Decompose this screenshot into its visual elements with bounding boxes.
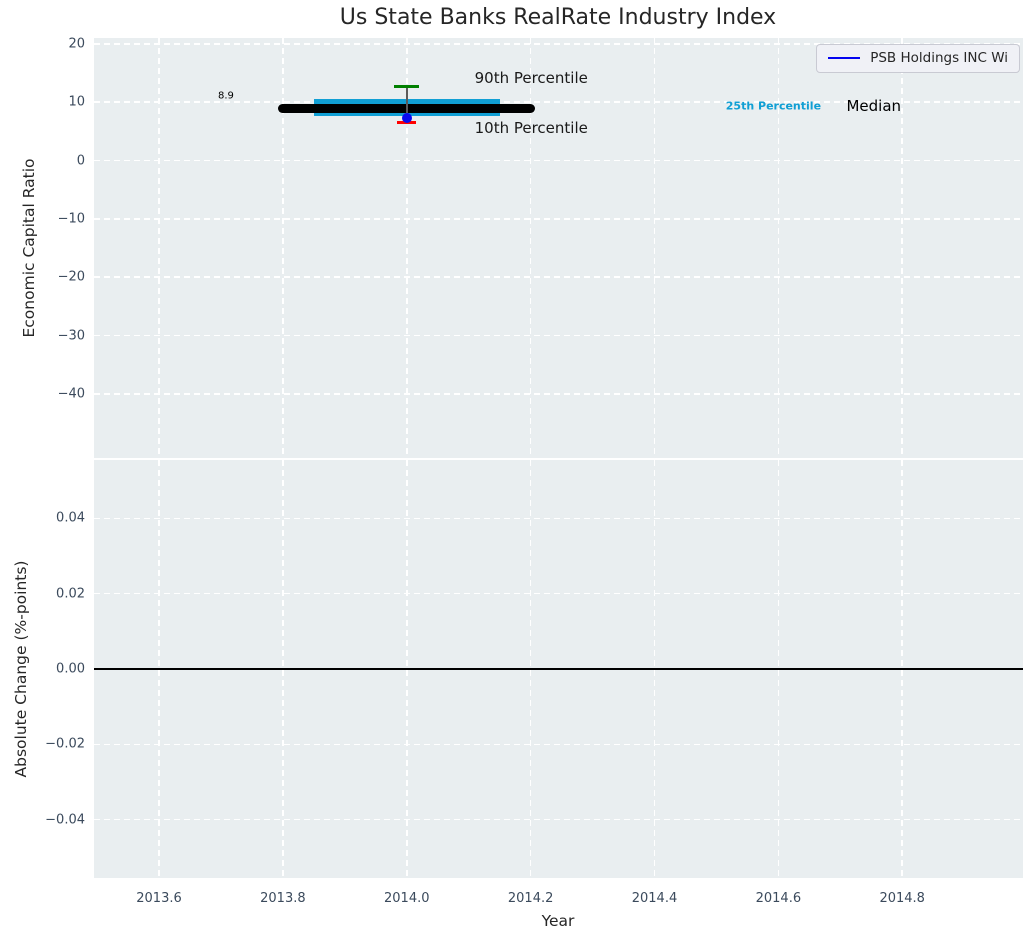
x-tick-label: 2014.2 xyxy=(508,891,554,906)
zero-line xyxy=(94,668,1023,670)
x-tick-label: 2014.8 xyxy=(879,891,925,906)
y-tick-label: −0.02 xyxy=(0,737,85,752)
y-tick-label: 0.00 xyxy=(0,662,85,677)
chart-title: Us State Banks RealRate Industry Index xyxy=(340,5,776,30)
y-tick-label: 0.02 xyxy=(0,586,85,601)
annotation-90th-percentile: 90th Percentile xyxy=(475,69,588,87)
legend-line-sample xyxy=(828,57,860,60)
annotation-25th-percentile: 25th Percentile xyxy=(726,99,821,112)
annotation-median: Median xyxy=(846,97,901,115)
y-tick-label: 0.04 xyxy=(0,511,85,526)
y-gridline xyxy=(94,518,1023,520)
x-tick-label: 2014.0 xyxy=(384,891,430,906)
y-tick-label: −20 xyxy=(0,270,85,285)
annotation-10th-percentile: 10th Percentile xyxy=(475,119,588,137)
legend-label: PSB Holdings INC Wi xyxy=(870,50,1008,66)
figure: Us State Banks RealRate Industry Index P… xyxy=(0,0,1034,942)
y-gridline xyxy=(94,593,1023,595)
y-gridline xyxy=(94,160,1023,162)
legend: PSB Holdings INC Wi xyxy=(816,44,1020,73)
y-gridline xyxy=(94,276,1023,278)
x-tick-label: 2013.8 xyxy=(260,891,306,906)
x-axis-label-year: Year xyxy=(542,912,575,930)
x-tick-label: 2014.6 xyxy=(756,891,802,906)
y-tick-label: 0 xyxy=(0,153,85,168)
p90-cap xyxy=(394,85,419,88)
y-tick-label: −10 xyxy=(0,211,85,226)
y-tick-label: 10 xyxy=(0,95,85,110)
company-data-point xyxy=(402,113,413,124)
axes-absolute-change xyxy=(94,460,1023,878)
y-axis-label-economic-capital-ratio: Economic Capital Ratio xyxy=(20,158,38,337)
x-tick-label: 2013.6 xyxy=(136,891,182,906)
y-tick-label: 20 xyxy=(0,36,85,51)
y-gridline xyxy=(94,218,1023,220)
y-gridline xyxy=(94,744,1023,746)
x-tick-label: 2014.4 xyxy=(632,891,678,906)
y-gridline xyxy=(94,393,1023,395)
y-gridline xyxy=(94,335,1023,337)
y-tick-label: −40 xyxy=(0,386,85,401)
y-tick-label: −30 xyxy=(0,328,85,343)
y-tick-label: −0.04 xyxy=(0,812,85,827)
axes-economic-capital-ratio: PSB Holdings INC Wi 8.9 90th Percentile 10… xyxy=(94,38,1023,458)
annotation-8-9: 8.9 xyxy=(218,90,234,101)
y-gridline xyxy=(94,819,1023,821)
